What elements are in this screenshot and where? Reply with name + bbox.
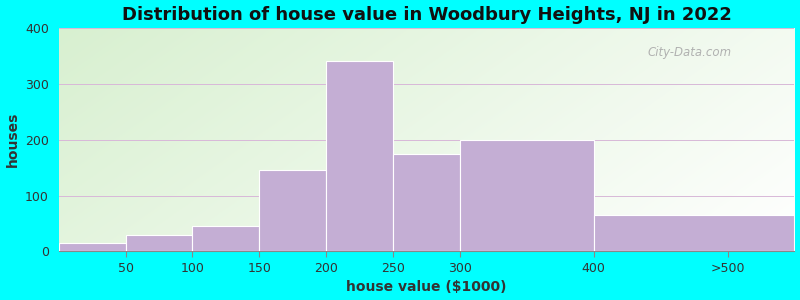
Bar	[259, 170, 326, 251]
Title: Distribution of house value in Woodbury Heights, NJ in 2022: Distribution of house value in Woodbury …	[122, 6, 731, 24]
Bar	[326, 61, 393, 251]
X-axis label: house value ($1000): house value ($1000)	[346, 280, 507, 294]
Text: City-Data.com: City-Data.com	[647, 46, 731, 59]
Bar	[193, 226, 259, 251]
Bar	[594, 215, 794, 251]
Bar	[393, 154, 460, 251]
Y-axis label: houses: houses	[6, 112, 19, 167]
Bar	[460, 140, 594, 251]
Bar	[126, 235, 193, 251]
Bar	[58, 243, 126, 251]
